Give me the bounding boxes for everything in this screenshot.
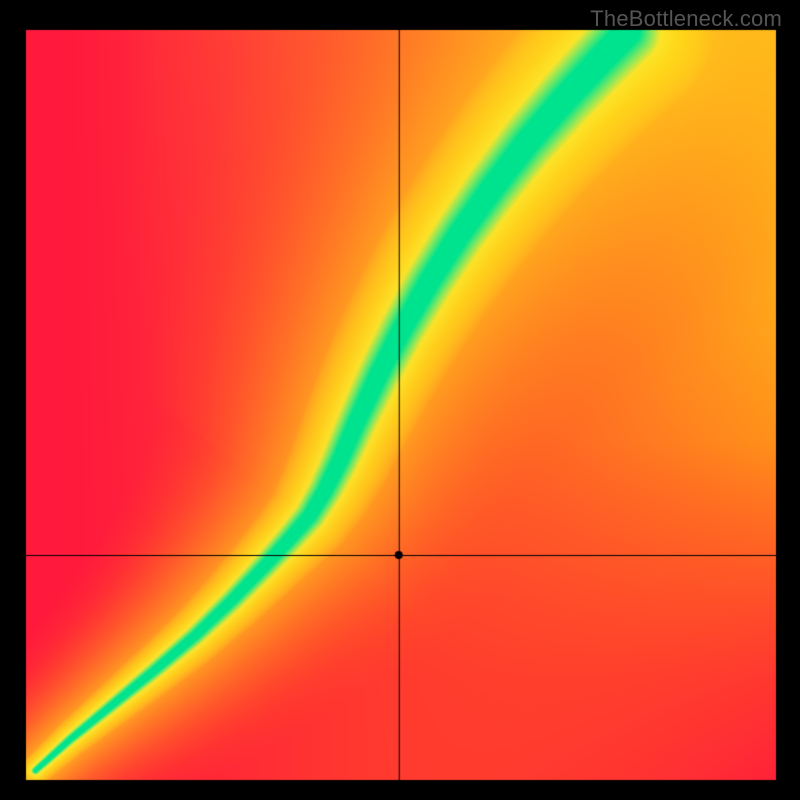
chart-container: TheBottleneck.com [0,0,800,800]
watermark-text: TheBottleneck.com [590,6,782,32]
heatmap-canvas [0,0,800,800]
